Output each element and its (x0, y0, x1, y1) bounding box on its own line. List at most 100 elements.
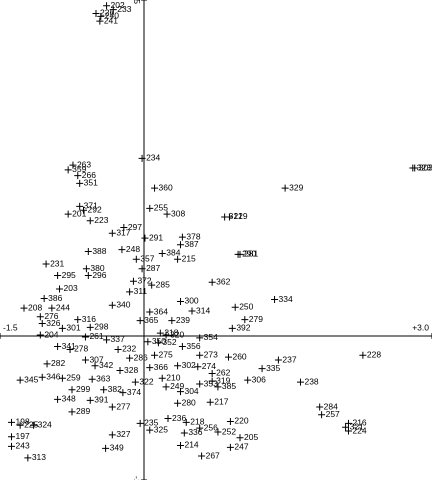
point-label: 392 (236, 323, 250, 333)
point-marker (136, 317, 144, 325)
point-marker (138, 265, 146, 273)
point-marker (36, 313, 44, 321)
point-label: 345 (24, 374, 38, 384)
point-marker (76, 202, 84, 210)
point-marker (146, 308, 154, 316)
point-label: 249 (170, 381, 184, 391)
point-label: 250 (239, 301, 253, 311)
point-marker (359, 351, 367, 359)
point-marker (58, 374, 66, 382)
point-label: 312 (229, 211, 243, 221)
point-marker (132, 255, 140, 263)
point-marker (80, 206, 88, 214)
point-label: 380 (90, 263, 104, 273)
point-marker (188, 307, 196, 315)
point-label: 260 (232, 351, 246, 361)
point-label: 336 (188, 427, 202, 437)
point-label: 384 (166, 248, 180, 258)
point-marker (176, 388, 184, 396)
point-marker (151, 184, 159, 192)
point-marker (120, 224, 128, 232)
point-label: 238 (304, 376, 318, 386)
y-tick-label: -1.5 (132, 476, 142, 480)
point-label: 374 (127, 387, 141, 397)
point-label: 252 (222, 426, 236, 436)
point-label: 337 (111, 334, 125, 344)
point-marker (100, 386, 108, 394)
point-label: 202 (111, 0, 125, 10)
point-marker (126, 288, 134, 296)
point-label: 208 (28, 302, 42, 312)
point-label: 286 (134, 352, 148, 362)
point-label: 219 (233, 211, 247, 221)
point-marker (69, 161, 77, 169)
point-marker (64, 166, 72, 174)
point-marker (126, 354, 134, 362)
point-marker (38, 320, 46, 328)
x-tick-label: -1.5 (3, 322, 18, 332)
point-label: 349 (110, 443, 124, 453)
point-marker (8, 418, 16, 426)
point-label: 346 (46, 372, 60, 382)
point-marker (24, 454, 32, 462)
point-label: 357 (140, 253, 154, 263)
point-marker (97, 12, 105, 20)
point-label: 262 (216, 368, 230, 378)
point-marker (281, 184, 289, 192)
point-marker (176, 297, 184, 305)
point-marker (116, 367, 124, 375)
point-marker (54, 395, 62, 403)
point-label: 301 (66, 323, 80, 333)
point-marker (344, 427, 352, 435)
point-label: 228 (367, 349, 381, 359)
point-label: 225 (24, 420, 38, 430)
point-label: 241 (104, 15, 118, 25)
point-label: 218 (190, 417, 204, 427)
point-marker (146, 426, 154, 434)
point-marker (208, 377, 216, 385)
point-marker (103, 2, 111, 10)
point-label: 299 (76, 384, 90, 394)
point-marker (86, 217, 94, 225)
point-marker (88, 375, 96, 383)
point-label: 318 (164, 327, 178, 337)
point-label: 308 (171, 208, 185, 218)
point-marker (108, 229, 116, 237)
point-label: 362 (216, 276, 230, 286)
point-label: 278 (74, 344, 88, 354)
point-marker (66, 345, 74, 353)
point-label: 350 (152, 336, 166, 346)
point-marker (162, 331, 170, 339)
point-label: 235 (144, 418, 158, 428)
point-marker (86, 323, 94, 331)
point-marker (163, 210, 171, 218)
point-marker (196, 424, 204, 432)
point-label: 296 (92, 270, 106, 280)
point-marker (168, 317, 176, 325)
point-marker (228, 324, 236, 332)
point-label: 255 (154, 203, 168, 213)
point-marker (236, 250, 244, 258)
point-label: 214 (184, 440, 198, 450)
point-label: 387 (184, 239, 198, 249)
point-label: 220 (234, 416, 248, 426)
point-label: 378 (186, 231, 200, 241)
point-marker (131, 378, 139, 386)
point-marker (158, 374, 166, 382)
point-label: 231 (50, 258, 64, 268)
point-marker (198, 452, 206, 460)
point-label: 311 (134, 286, 148, 296)
point-marker (16, 376, 24, 384)
point-label: 363 (96, 373, 110, 383)
point-label: 266 (82, 170, 96, 180)
point-label: 297 (128, 222, 142, 232)
point-label: 319 (216, 375, 230, 385)
point-label: 307 (89, 354, 103, 364)
point-marker (64, 210, 72, 218)
point-label: 244 (56, 302, 70, 312)
point-label: 274 (202, 361, 216, 371)
point-label: 371 (84, 201, 98, 211)
point-label: 277 (116, 401, 130, 411)
point-marker (74, 172, 82, 180)
point-label: 382 (108, 384, 122, 394)
